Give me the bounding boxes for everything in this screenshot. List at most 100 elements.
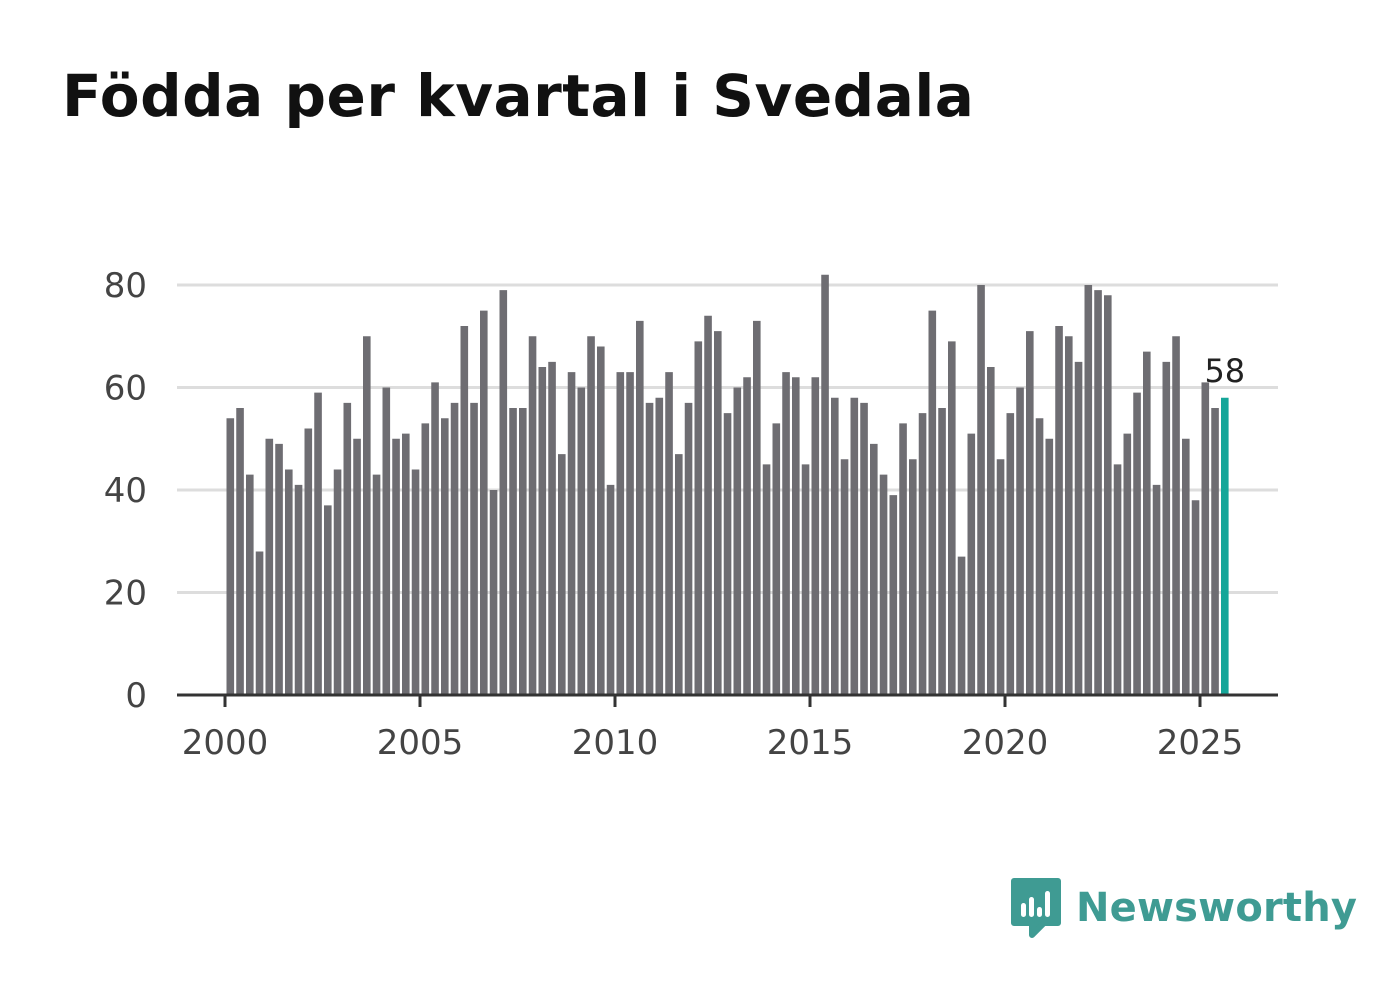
- bar: [470, 402, 478, 695]
- bar: [392, 438, 400, 695]
- x-tick-label: 2015: [767, 723, 854, 763]
- bar: [275, 443, 283, 695]
- bar: [538, 367, 547, 695]
- x-tick-label: 2025: [1157, 723, 1244, 763]
- brand-logo: Newsworthy: [1010, 876, 1357, 940]
- bar: [255, 551, 264, 695]
- bar: [909, 459, 917, 695]
- bar: [870, 443, 878, 695]
- bar: [558, 454, 566, 695]
- bar: [1143, 351, 1151, 695]
- bar: [636, 320, 644, 695]
- bar: [382, 387, 391, 695]
- bar: [567, 372, 576, 695]
- bar: [1045, 438, 1054, 695]
- bar: [1182, 438, 1190, 695]
- bar: [1016, 387, 1024, 695]
- bar: [431, 382, 439, 695]
- bar: [1065, 336, 1073, 695]
- bar: [548, 361, 556, 695]
- bar: [587, 336, 595, 695]
- bar: [577, 387, 586, 695]
- bar: [372, 474, 381, 695]
- latest-value-label: 58: [1204, 352, 1245, 390]
- bar: [1201, 382, 1210, 695]
- bar: [626, 372, 634, 695]
- bar: [1123, 433, 1132, 695]
- bar: [606, 484, 615, 695]
- bar: [665, 372, 673, 695]
- bar: [1104, 295, 1112, 695]
- bar: [928, 310, 937, 695]
- bar: [723, 413, 732, 695]
- newsworthy-logo-icon: [1011, 878, 1061, 938]
- bar: [1006, 413, 1015, 695]
- bar: [519, 408, 527, 695]
- bar: [753, 320, 761, 695]
- x-tick-label: 2000: [182, 723, 269, 763]
- chart-title: Födda per kvartal i Svedala: [62, 62, 975, 130]
- y-tick-label: 20: [104, 574, 147, 614]
- bar: [304, 428, 313, 695]
- bar: [489, 490, 498, 695]
- bar: [957, 556, 966, 695]
- bar: [450, 402, 459, 695]
- bar: [948, 341, 956, 695]
- bar: [782, 372, 790, 695]
- bar: [226, 418, 235, 695]
- bar: [265, 438, 274, 695]
- bar: [1035, 418, 1044, 695]
- bar: [743, 377, 751, 695]
- bar: [879, 474, 888, 695]
- bar: [967, 433, 976, 695]
- bar: [324, 505, 332, 695]
- bar: [801, 464, 810, 695]
- x-axis-labels: 2000 2005 2010 2015 2020 2025: [182, 723, 1244, 763]
- bar: [353, 438, 361, 695]
- bar: [402, 433, 410, 695]
- bar: [762, 464, 771, 695]
- bar: [441, 418, 449, 695]
- bar: [1084, 285, 1093, 695]
- bar: [850, 397, 859, 695]
- bar: [616, 372, 625, 695]
- bar: [675, 454, 683, 695]
- bar: [704, 315, 712, 695]
- bar: [655, 397, 664, 695]
- bar: [938, 408, 946, 695]
- bar: [889, 495, 898, 695]
- bar: [509, 408, 517, 695]
- x-tick-label: 2005: [377, 723, 464, 763]
- bar: [996, 459, 1005, 695]
- y-tick-label: 0: [125, 676, 147, 716]
- x-tick-label: 2010: [572, 723, 659, 763]
- bar: [792, 377, 800, 695]
- bar: [645, 402, 654, 695]
- bar: [343, 402, 352, 695]
- bar: [363, 336, 371, 695]
- bar: [1172, 336, 1180, 695]
- bar: [528, 336, 537, 695]
- bar: [977, 285, 985, 695]
- bar: [772, 423, 781, 695]
- bar: [294, 484, 303, 695]
- y-tick-label: 80: [104, 266, 147, 306]
- bar: [840, 459, 849, 695]
- bar-chart: 0 20 40 60 80 2000 2005 2010 2015 2020 2025 58: [104, 266, 1278, 763]
- bar: [821, 274, 829, 695]
- bar: [1211, 408, 1219, 695]
- bar: [333, 469, 342, 695]
- bar: [460, 326, 469, 695]
- annotation: 58: [1204, 352, 1245, 390]
- bar: [285, 469, 293, 695]
- bar: [1152, 484, 1161, 695]
- bar: [421, 423, 430, 695]
- y-tick-label: 60: [104, 369, 147, 409]
- bar: [714, 331, 722, 695]
- y-tick-label: 40: [104, 471, 147, 511]
- x-tick-label: 2020: [962, 723, 1049, 763]
- bar: [811, 377, 820, 695]
- bar: [733, 387, 742, 695]
- x-axis: [177, 693, 1278, 707]
- bar: [1055, 326, 1063, 695]
